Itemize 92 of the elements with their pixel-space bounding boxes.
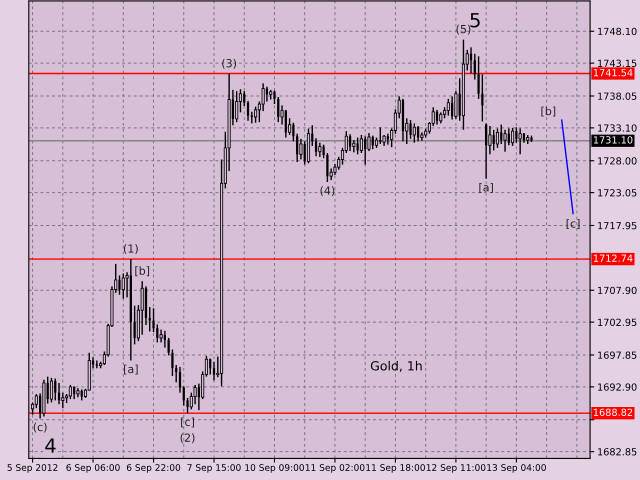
candlestick bbox=[58, 382, 60, 405]
candlestick bbox=[122, 272, 125, 300]
candlestick bbox=[488, 125, 492, 155]
candlestick bbox=[164, 330, 166, 348]
text: [a] bbox=[479, 182, 493, 193]
data-label: [c] bbox=[566, 219, 580, 230]
candlestick bbox=[152, 308, 155, 333]
candlestick bbox=[61, 392, 64, 409]
annotation: 4 bbox=[45, 438, 56, 453]
x-tick-label: 12 Sep 11:00 bbox=[426, 464, 486, 473]
data-label: [b] bbox=[541, 106, 556, 117]
candlestick bbox=[277, 96, 280, 123]
y-tick-label: 1697.85 bbox=[598, 351, 636, 359]
text: (5) bbox=[456, 24, 470, 35]
candlestick bbox=[212, 361, 216, 382]
ref-line-label: 1731.10 bbox=[594, 136, 632, 144]
candlestick bbox=[296, 132, 298, 163]
candlestick bbox=[254, 106, 258, 124]
x-tick-label: 11 Sep 18:00 bbox=[366, 464, 425, 473]
y-tick-label: 1748.10 bbox=[598, 28, 637, 36]
candlestick bbox=[243, 90, 246, 107]
candlestick bbox=[133, 305, 136, 346]
ref-line-label: 1712.74 bbox=[594, 254, 633, 262]
y-tick-label: 1702.95 bbox=[598, 318, 636, 326]
y-tick-label: 1723.05 bbox=[598, 189, 636, 196]
x-tick-label: 11 Sep 02:00 bbox=[306, 464, 364, 473]
candlestick bbox=[515, 126, 518, 144]
candlestick bbox=[50, 377, 54, 404]
candlestick bbox=[318, 142, 322, 158]
candlestick bbox=[372, 134, 374, 150]
candlestick bbox=[412, 122, 416, 144]
candlestick bbox=[446, 98, 450, 116]
candlestick bbox=[73, 386, 76, 400]
candlestick bbox=[474, 53, 476, 80]
x-tick-label: 5 Sep 2012 bbox=[8, 464, 58, 473]
candlestick bbox=[356, 136, 359, 155]
y-tick-label: 1743.15 bbox=[598, 60, 636, 67]
candlestick bbox=[450, 96, 454, 120]
text: [c] (2) bbox=[180, 417, 194, 444]
annotation: 5 bbox=[470, 13, 480, 28]
candlestick bbox=[235, 90, 238, 123]
candlestick bbox=[266, 86, 268, 102]
candlestick bbox=[379, 126, 382, 145]
annotation: Gold, 1h bbox=[370, 360, 422, 372]
ref-line-label: 1688.82 bbox=[594, 408, 632, 416]
candlestick bbox=[508, 128, 510, 146]
x-tick-label: 6 Sep 22:00 bbox=[126, 464, 180, 473]
candlestick bbox=[68, 384, 72, 400]
candlestick bbox=[175, 364, 178, 384]
candlestick bbox=[80, 388, 83, 402]
text: (4) bbox=[320, 186, 334, 196]
x-tick-label: 13 Sep 04:00 bbox=[487, 464, 546, 473]
candlestick bbox=[511, 127, 514, 147]
candlestick bbox=[284, 109, 287, 138]
candlestick bbox=[209, 358, 212, 376]
y-tick-label: 1682.85 bbox=[598, 448, 636, 456]
text: (1) bbox=[124, 244, 138, 254]
candlestick bbox=[292, 122, 295, 142]
candlestick bbox=[156, 324, 158, 344]
x-tick-label: 10 Sep 09:00 bbox=[245, 464, 304, 473]
text: (c) bbox=[34, 422, 47, 433]
candlestick bbox=[269, 89, 272, 100]
candlestick bbox=[496, 128, 500, 149]
y-tick-label: 1707.90 bbox=[598, 286, 637, 294]
text: (3) bbox=[222, 58, 236, 69]
y-tick-label: 1692.90 bbox=[598, 383, 637, 391]
y-tick-label: 1733.10 bbox=[598, 124, 637, 132]
text: [b] bbox=[135, 266, 150, 276]
ref-line-label: 1741.54 bbox=[594, 69, 633, 76]
candlestick bbox=[250, 111, 253, 124]
x-tick-label: 7 Sep 15:00 bbox=[187, 464, 241, 473]
candlestick bbox=[54, 378, 56, 402]
x-tick-label: 6 Sep 06:00 bbox=[66, 464, 120, 473]
candlestick bbox=[522, 132, 526, 144]
y-tick-label: 1738.05 bbox=[598, 92, 636, 100]
candlestick bbox=[439, 112, 442, 124]
y-tick-label: 1717.95 bbox=[598, 222, 636, 230]
candlestick bbox=[182, 386, 185, 406]
text: [a] bbox=[124, 364, 138, 375]
candlestick bbox=[148, 306, 151, 332]
candlestick bbox=[76, 387, 80, 398]
candlestick bbox=[299, 138, 302, 160]
y-tick-label: 1728.00 bbox=[598, 157, 637, 165]
candlestick bbox=[485, 122, 488, 180]
candlestick bbox=[526, 134, 530, 145]
candlestick bbox=[500, 124, 502, 145]
candlestick bbox=[186, 397, 189, 414]
candlestick bbox=[160, 328, 163, 344]
candlestick bbox=[364, 136, 366, 166]
candlestick bbox=[386, 132, 389, 146]
candlestick bbox=[518, 128, 522, 155]
candlestick bbox=[492, 129, 495, 152]
